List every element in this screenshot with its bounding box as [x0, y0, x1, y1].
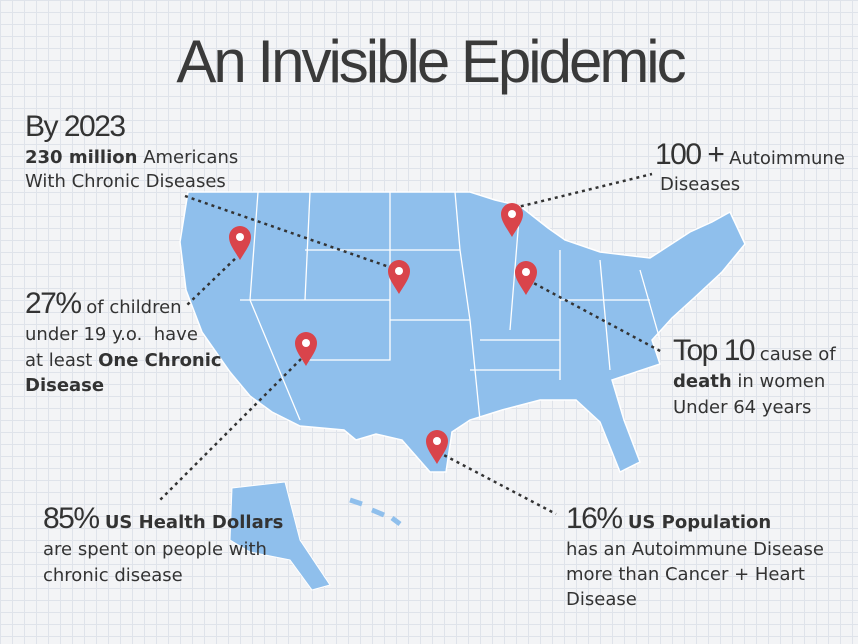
callout-figure: Top 10: [673, 334, 755, 367]
callout: 100 + Autoimmune Diseases: [655, 138, 845, 195]
callout-line: under 19 y.o. have: [25, 324, 198, 345]
pin: [501, 203, 523, 237]
callout: Top 10 cause of death in women Under 64 ye…: [673, 334, 836, 418]
callout-text: under 19 y.o. have: [25, 324, 198, 345]
pin-body: [229, 226, 251, 260]
callout-line: By 2023: [25, 110, 125, 143]
callout-figure: 85%: [43, 502, 99, 535]
callout: 16% US Population has an Autoimmune Disea…: [566, 502, 824, 610]
callout-line: Top 10 cause of: [673, 334, 836, 367]
callout-text: Autoimmune: [723, 148, 844, 169]
callout-text: cause of: [754, 344, 836, 365]
pin-dot: [395, 267, 403, 275]
pin-dot: [508, 210, 516, 218]
callout-text: With Chronic Diseases: [25, 171, 226, 192]
callout-text: US Population: [622, 512, 772, 533]
connector-lines: [157, 172, 663, 516]
callout-line: at least One Chronic: [25, 350, 222, 371]
pin-dot: [236, 233, 244, 241]
callout-line: 230 million Americans: [25, 147, 238, 168]
callout-text: in women: [732, 371, 826, 392]
callout-figure: By 2023: [25, 110, 125, 143]
pin-body: [295, 332, 317, 366]
callout-text: Disease: [25, 375, 104, 396]
callout: 27% of children under 19 y.o. have at leas…: [25, 287, 222, 396]
pin-body: [501, 203, 523, 237]
pin-dot: [302, 339, 310, 347]
title: An Invisible Epidemic: [176, 28, 685, 95]
callout-line: has an Autoimmune Disease: [566, 539, 824, 560]
callout-text: has an Autoimmune Disease: [566, 539, 824, 560]
callout-line: Disease: [25, 375, 104, 396]
callout-line: more than Cancer + Heart: [566, 564, 805, 585]
callout-text: 230 million: [25, 147, 137, 168]
callout-text: are spent on people with: [43, 539, 267, 560]
callout-line: Diseases: [660, 174, 740, 195]
callouts: By 2023 230 million Americans With Chronic…: [25, 110, 845, 610]
callout-figure: 100 +: [655, 138, 724, 171]
pin-dot: [522, 268, 530, 276]
pin: [229, 226, 251, 260]
callout-line: chronic disease: [43, 565, 183, 586]
callout: 85% US Health Dollars are spent on people…: [43, 502, 283, 586]
callout-line: are spent on people with: [43, 539, 267, 560]
callout-text: Under 64 years: [673, 397, 811, 418]
pin: [515, 261, 537, 295]
callout: By 2023 230 million Americans With Chronic…: [25, 110, 238, 192]
callout-text: Disease: [566, 589, 637, 610]
us-map: [179, 191, 746, 591]
pin-body: [515, 261, 537, 295]
pin: [295, 332, 317, 366]
callout-line: With Chronic Diseases: [25, 171, 226, 192]
pin: [388, 260, 410, 294]
callout-line: 16% US Population: [566, 502, 771, 535]
callout-figure: 16%: [566, 502, 622, 535]
callout-text: at least: [25, 350, 98, 371]
pin-dot: [433, 437, 441, 445]
callout-line: 85% US Health Dollars: [43, 502, 283, 535]
callout-text: One Chronic: [98, 350, 222, 371]
callout-line: Disease: [566, 589, 637, 610]
callout-text: chronic disease: [43, 565, 183, 586]
callout-text: Americans: [137, 147, 238, 168]
callout-line: 100 + Autoimmune: [655, 138, 845, 171]
callout-figure: 27%: [25, 287, 81, 320]
pin: [426, 430, 448, 464]
callout-line: 27% of children: [25, 287, 182, 320]
pin-body: [426, 430, 448, 464]
callout-text: more than Cancer + Heart: [566, 564, 805, 585]
callout-line: death in women: [673, 371, 825, 392]
callout-text: Diseases: [660, 174, 740, 195]
map-pins: [229, 203, 537, 464]
callout-text: death: [673, 371, 732, 392]
pin-body: [388, 260, 410, 294]
callout-text: US Health Dollars: [99, 512, 284, 533]
callout-line: Under 64 years: [673, 397, 811, 418]
callout-text: of children: [81, 297, 182, 318]
